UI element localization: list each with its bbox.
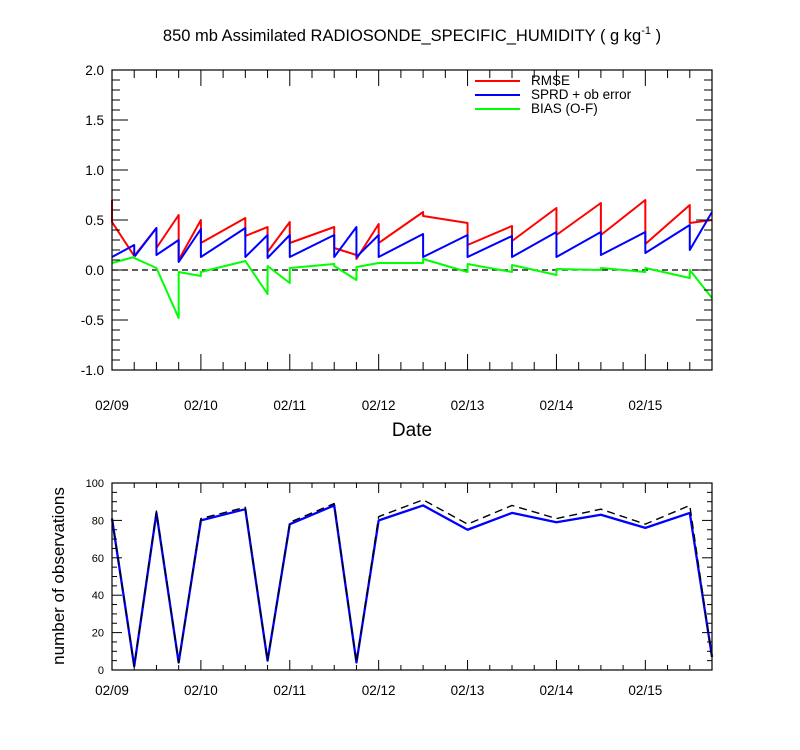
y-tick-label: -0.5 <box>81 313 104 328</box>
series-line-sprd-ob-error <box>111 211 713 263</box>
series-group <box>111 199 713 319</box>
y-tick-label: 2.0 <box>85 63 104 78</box>
y-tick-label: 0 <box>98 665 104 677</box>
y-tick-label: 0.5 <box>85 213 104 228</box>
x-tick-label: 02/10 <box>184 398 218 413</box>
x-tick-label: 02/09 <box>95 398 129 413</box>
y-tick-label: 1.0 <box>85 163 104 178</box>
y-tick-label: 100 <box>86 478 104 490</box>
tick-marks <box>111 69 713 371</box>
x-tick-label: 02/12 <box>362 398 396 413</box>
series-group <box>110 499 714 668</box>
series-line-bias-o-f <box>111 256 713 319</box>
x-tick-label: 02/13 <box>451 398 485 413</box>
legend-label-bias-o-f: BIAS (O-F) <box>531 101 598 116</box>
y-tick-label: 60 <box>92 553 104 565</box>
x-tick-label: 02/09 <box>95 683 129 698</box>
x-tick-label: 02/10 <box>184 683 218 698</box>
chart-title-end: ) <box>651 27 661 45</box>
y-tick-label: 1.5 <box>85 113 104 128</box>
y-tick-label: 20 <box>92 628 104 640</box>
x-tick-label: 02/13 <box>451 683 485 698</box>
x-tick-label: 02/15 <box>628 683 662 698</box>
x-tick-label: 02/14 <box>540 398 574 413</box>
x-tick-label: 02/15 <box>628 398 662 413</box>
x-tick-label: 02/11 <box>273 398 306 413</box>
x-axis-label: Date <box>392 420 432 441</box>
tick-marks <box>111 482 713 671</box>
series-line-rmse <box>111 199 713 261</box>
plot-frame <box>111 482 713 671</box>
y-axis-label: number of observations <box>49 487 68 665</box>
observation-count-chart: 02/09 02/10 02/11 02/12 02/13 02/14 02/15 0 20 40… <box>49 478 714 698</box>
rmse-spread-bias-chart: 850 mb Assimilated RADIOSONDE_SPECIFIC_H… <box>81 25 713 441</box>
legend-label-rmse: RMSE <box>531 73 570 88</box>
chart-title-text: 850 mb Assimilated RADIOSONDE_SPECIFIC_H… <box>163 27 641 45</box>
chart-title-superscript: -1 <box>641 25 651 37</box>
y-tick-label: 80 <box>92 515 104 527</box>
x-tick-label: 02/14 <box>540 683 574 698</box>
tick-labels: 02/09 02/10 02/11 02/12 02/13 02/14 02/15 -1.0 -… <box>81 63 662 413</box>
tick-labels: 02/09 02/10 02/11 02/12 02/13 02/14 02/15 0 20 40… <box>86 478 663 698</box>
series-line-assimilated <box>110 504 714 668</box>
y-tick-label: -1.0 <box>81 363 104 378</box>
x-tick-label: 02/12 <box>362 683 396 698</box>
legend-label-sprd-ob-error: SPRD + ob error <box>531 87 632 102</box>
y-tick-label: 0.0 <box>85 263 104 278</box>
chart-title: 850 mb Assimilated RADIOSONDE_SPECIFIC_H… <box>163 25 661 45</box>
series-line-possible <box>111 499 713 667</box>
x-tick-label: 02/11 <box>273 683 306 698</box>
y-tick-label: 40 <box>92 590 104 602</box>
